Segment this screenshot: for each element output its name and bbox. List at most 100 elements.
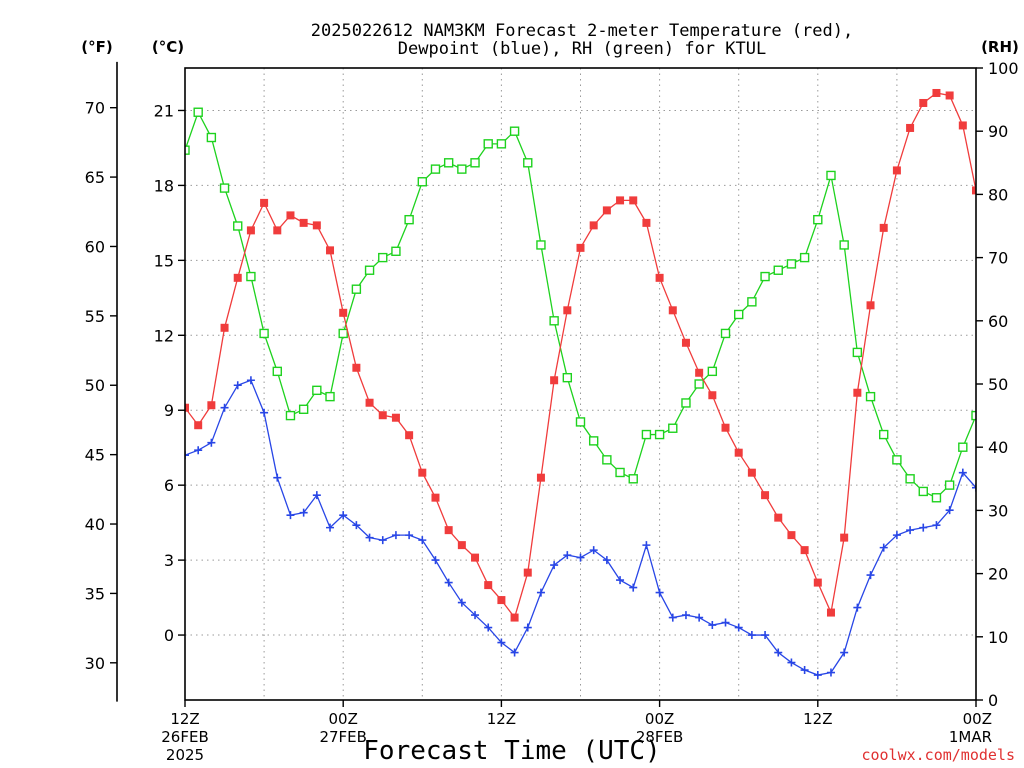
temperature-marker: [510, 613, 519, 622]
celsius-tick-label: 0: [164, 626, 174, 645]
temperature-marker: [681, 338, 690, 347]
dewpoint-marker: [655, 588, 664, 597]
rh-marker: [259, 328, 269, 339]
dewpoint-marker: [602, 556, 611, 565]
rh-marker: [971, 410, 976, 421]
x-tick-label: 2025: [166, 746, 204, 764]
dewpoint-marker: [405, 531, 414, 540]
fahrenheit-tick-label: 60: [85, 237, 105, 256]
celsius-tick-label: 15: [154, 251, 174, 270]
rh-tick-label: 10: [988, 628, 1008, 647]
temperature-marker: [550, 376, 559, 385]
rh-marker: [760, 271, 770, 282]
dewpoint-marker: [536, 588, 545, 597]
dewpoint-marker: [497, 638, 506, 647]
rh-marker: [628, 474, 638, 484]
x-tick-label: 27FEB: [319, 728, 366, 746]
rh-marker: [233, 221, 243, 231]
dewpoint-marker: [185, 451, 189, 460]
rh-marker: [879, 429, 889, 440]
rh-tick-label: 0: [988, 691, 998, 710]
temperature-marker: [629, 196, 638, 205]
dewpoint-marker: [734, 623, 743, 632]
dewpoint-marker: [299, 508, 308, 517]
dewpoint-marker: [220, 403, 229, 412]
temperature-marker: [655, 273, 664, 282]
dewpoint-marker: [681, 611, 690, 620]
x-tick-label: 00Z: [329, 710, 358, 728]
rh-marker: [483, 139, 493, 149]
dewpoint-marker: [418, 536, 427, 545]
rh-marker: [417, 177, 427, 187]
celsius-tick-label: 21: [154, 101, 174, 120]
rh-marker: [470, 158, 480, 168]
rh-tick-label: 70: [988, 249, 1008, 268]
dewpoint-marker: [919, 523, 928, 532]
dewpoint-marker: [207, 438, 216, 447]
dewpoint-marker: [365, 533, 374, 542]
dewpoint-marker: [721, 618, 730, 627]
fahrenheit-tick-label: 70: [85, 99, 105, 118]
celsius-tick-label: 6: [164, 476, 174, 495]
temperature-marker: [602, 206, 611, 215]
temperature-marker: [616, 196, 625, 205]
dewpoint-marker: [484, 623, 493, 632]
temperature-marker: [866, 301, 875, 310]
temperature-marker: [299, 218, 308, 227]
temperature-marker: [246, 226, 255, 235]
temperature-marker: [365, 398, 374, 407]
rh-series: [185, 107, 976, 503]
dewpoint-marker: [800, 666, 809, 675]
dewpoint-marker: [286, 511, 295, 520]
temperature-marker: [444, 526, 453, 535]
rh-tick-label: 80: [988, 185, 1008, 204]
rh-marker: [185, 145, 190, 155]
rh-marker: [391, 246, 401, 256]
rh-marker: [219, 183, 230, 193]
dewpoint-marker: [457, 598, 466, 607]
rh-marker: [588, 436, 599, 446]
dewpoint-marker: [510, 648, 519, 657]
rh-marker: [931, 493, 942, 503]
rh-marker: [536, 240, 546, 250]
dewpoint-marker: [774, 648, 783, 657]
dewpoint-marker: [787, 658, 796, 667]
dewpoint-marker: [853, 603, 862, 612]
temperature-marker: [958, 121, 967, 130]
temperature-marker: [747, 468, 756, 477]
rh-marker: [681, 398, 691, 408]
dewpoint-marker: [747, 631, 756, 640]
fahrenheit-tick-label: 45: [85, 446, 105, 465]
rh-marker: [246, 271, 256, 282]
x-tick-label: 1MAR: [949, 728, 992, 746]
dewpoint-marker: [312, 491, 321, 500]
rh-marker: [707, 366, 718, 377]
rh-marker: [509, 126, 520, 136]
rh-marker: [694, 379, 704, 389]
x-tick-label: 12Z: [170, 710, 199, 728]
temperature-marker: [378, 411, 387, 420]
dewpoint-marker: [352, 521, 361, 530]
rh-marker: [298, 404, 309, 414]
x-tick-label: 00Z: [645, 710, 674, 728]
dewpoint-marker: [391, 531, 400, 540]
dewpoint-marker: [629, 583, 638, 592]
celsius-tick-label: 18: [154, 176, 174, 195]
rh-marker: [272, 366, 282, 377]
dewpoint-marker: [563, 551, 572, 560]
temperature-marker: [185, 403, 189, 412]
rh-marker: [364, 265, 375, 275]
rh-marker: [351, 284, 362, 294]
dewpoint-marker: [194, 446, 203, 455]
dewpoint-marker: [260, 408, 269, 417]
temperature-marker: [668, 306, 677, 315]
temperature-marker: [576, 243, 585, 252]
rh-marker: [562, 372, 573, 383]
rh-marker: [285, 410, 296, 421]
rh-tick-label: 20: [988, 565, 1008, 584]
temperature-marker: [787, 531, 796, 540]
rh-marker: [826, 170, 836, 181]
dewpoint-marker: [431, 556, 440, 565]
x-axis-label: Forecast Time (UTC): [363, 736, 660, 766]
